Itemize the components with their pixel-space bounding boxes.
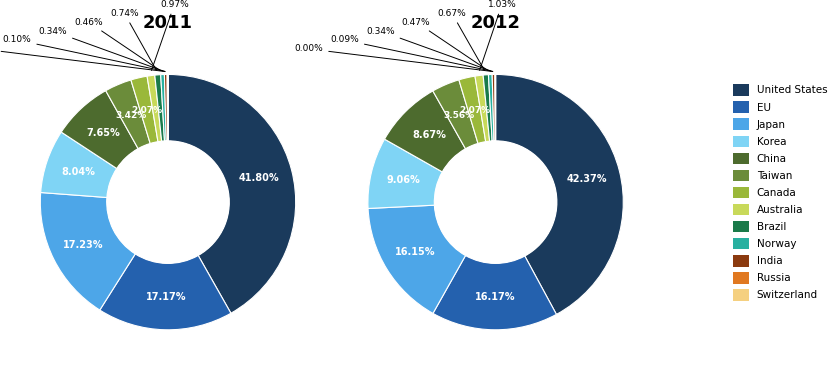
Text: 1.03%: 1.03% — [480, 0, 517, 70]
Text: 17.17%: 17.17% — [145, 291, 186, 301]
Title: 2012: 2012 — [470, 14, 521, 32]
Wedge shape — [147, 75, 161, 142]
Wedge shape — [433, 80, 478, 149]
Wedge shape — [100, 254, 231, 330]
Wedge shape — [492, 74, 496, 141]
Text: 8.04%: 8.04% — [61, 167, 96, 177]
Wedge shape — [459, 76, 486, 144]
Wedge shape — [160, 74, 166, 141]
Text: 3.42%: 3.42% — [115, 110, 147, 120]
Text: 9.06%: 9.06% — [386, 175, 421, 185]
Text: 0.74%: 0.74% — [110, 8, 156, 70]
Wedge shape — [165, 74, 167, 141]
Text: 41.80%: 41.80% — [239, 173, 280, 183]
Wedge shape — [433, 256, 556, 330]
Wedge shape — [483, 75, 492, 141]
Legend: United States, EU, Japan, Korea, China, Taiwan, Canada, Australia, Brazil, Norwa: United States, EU, Japan, Korea, China, … — [730, 81, 831, 304]
Circle shape — [107, 141, 229, 263]
Text: 17.23%: 17.23% — [63, 239, 104, 249]
Wedge shape — [368, 205, 465, 313]
Title: 2011: 2011 — [143, 14, 193, 32]
Text: 0.67%: 0.67% — [438, 8, 484, 70]
Text: 0.10%: 0.10% — [3, 35, 165, 71]
Wedge shape — [475, 75, 490, 142]
Wedge shape — [106, 80, 150, 149]
Text: 7.65%: 7.65% — [87, 128, 120, 138]
Text: 0.34%: 0.34% — [39, 27, 163, 71]
Wedge shape — [155, 75, 165, 141]
Wedge shape — [168, 74, 296, 313]
Wedge shape — [368, 139, 443, 209]
Wedge shape — [167, 74, 168, 141]
Circle shape — [434, 141, 557, 263]
Text: 2.07%: 2.07% — [459, 105, 490, 115]
Text: 3.56%: 3.56% — [443, 111, 474, 120]
Text: 0.00%: 0.00% — [295, 44, 493, 72]
Text: 0.09%: 0.09% — [330, 35, 492, 71]
Text: 0.97%: 0.97% — [151, 0, 189, 70]
Wedge shape — [488, 74, 494, 141]
Text: 16.17%: 16.17% — [475, 291, 515, 301]
Wedge shape — [385, 91, 465, 172]
Text: 16.15%: 16.15% — [395, 247, 435, 257]
Text: 8.67%: 8.67% — [412, 130, 446, 140]
Text: 42.37%: 42.37% — [567, 174, 607, 184]
Text: 0.01%: 0.01% — [0, 44, 165, 72]
Wedge shape — [131, 76, 158, 144]
Text: 0.47%: 0.47% — [402, 18, 488, 70]
Wedge shape — [496, 74, 623, 315]
Wedge shape — [40, 132, 117, 198]
Wedge shape — [61, 90, 138, 169]
Text: 2.07%: 2.07% — [131, 105, 162, 115]
Text: 0.34%: 0.34% — [366, 27, 491, 71]
Text: 0.46%: 0.46% — [74, 18, 160, 70]
Wedge shape — [40, 192, 135, 310]
